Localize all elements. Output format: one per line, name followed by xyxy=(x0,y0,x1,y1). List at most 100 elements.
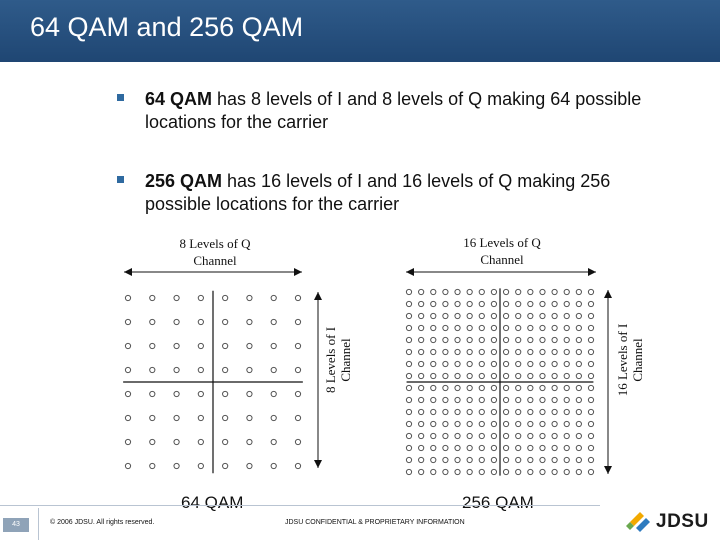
qam256-constellation-point xyxy=(527,408,534,416)
qam256-constellation-point xyxy=(430,300,437,308)
qam256-constellation-point xyxy=(478,468,485,476)
qam256-constellation-point xyxy=(490,420,498,428)
qam256-constellation-point xyxy=(527,384,534,392)
qam64-caption: 64 QAM xyxy=(181,493,244,512)
qam256-constellation-point xyxy=(466,420,473,428)
qam256-constellation-point xyxy=(502,384,510,392)
qam256-constellation-point xyxy=(490,384,498,392)
qam256-constellation-point xyxy=(454,312,461,320)
qam64-constellation-point xyxy=(124,390,132,398)
qam256-constellation-point xyxy=(490,336,498,344)
qam256-q-label: 16 Levels of Q Channel xyxy=(432,234,572,268)
qam256-constellation-point xyxy=(515,348,522,356)
qam256-constellation-point xyxy=(405,384,413,392)
qam256-constellation-point xyxy=(587,384,595,392)
qam64-constellation-point xyxy=(246,438,253,446)
qam256-constellation-point xyxy=(478,312,485,320)
qam256-constellation-point xyxy=(490,324,498,332)
qam256-constellation-point xyxy=(502,408,510,416)
qam256-constellation-point xyxy=(551,348,558,356)
qam64-constellation-point xyxy=(222,318,229,326)
qam256-constellation-point xyxy=(539,360,546,368)
qam256-constellation-point xyxy=(418,300,425,308)
qam256-constellation-point xyxy=(442,300,449,308)
qam64-constellation-point xyxy=(149,366,156,374)
qam256-constellation-point xyxy=(442,324,449,332)
qam64-constellation-point xyxy=(222,294,229,302)
qam64-constellation-point xyxy=(222,342,229,350)
qam256-constellation-point xyxy=(551,456,558,464)
qam256-constellation-point xyxy=(418,348,425,356)
qam256-constellation-point xyxy=(405,372,413,380)
qam256-constellation-point xyxy=(430,408,437,416)
qam256-constellation-point xyxy=(575,384,582,392)
qam256-constellation-point xyxy=(466,372,473,380)
qam64-constellation-point xyxy=(197,294,204,302)
qam64-constellation-point xyxy=(173,438,180,446)
qam64-constellation-point xyxy=(270,414,277,422)
qam256-constellation-point xyxy=(515,384,522,392)
qam64-constellation-point xyxy=(270,318,277,326)
qam256-constellation-point xyxy=(430,312,437,320)
qam256-constellation-point xyxy=(502,396,510,404)
qam256-constellation-point xyxy=(466,300,473,308)
qam256-constellation-point xyxy=(575,444,582,452)
qam256-constellation-point xyxy=(405,468,413,476)
qam64-constellation-point xyxy=(270,366,277,374)
qam256-constellation-point xyxy=(587,408,595,416)
qam64-constellation-point xyxy=(294,342,302,350)
qam256-constellation-point xyxy=(551,444,558,452)
qam64-constellation-point xyxy=(246,390,253,398)
qam256-constellation-point xyxy=(527,372,534,380)
qam256-constellation-point xyxy=(563,312,570,320)
qam256-constellation-point xyxy=(563,468,570,476)
qam256-constellation-point xyxy=(418,468,425,476)
qam256-constellation-point xyxy=(563,336,570,344)
qam256-constellation-point xyxy=(466,384,473,392)
slide-title: 64 QAM and 256 QAM xyxy=(30,12,304,42)
qam64-constellation-point xyxy=(173,414,180,422)
qam256-constellation-point xyxy=(430,468,437,476)
qam256-constellation-point xyxy=(563,324,570,332)
qam256-constellation-point xyxy=(515,420,522,428)
qam64-constellation-point xyxy=(222,366,229,374)
qam64-constellation-point xyxy=(149,318,156,326)
qam256-constellation-point xyxy=(442,456,449,464)
qam64-constellation-point xyxy=(246,414,253,422)
qam256-constellation-point xyxy=(454,384,461,392)
qam256-constellation-point xyxy=(405,300,413,308)
qam64-constellation-point xyxy=(294,366,302,374)
qam64-constellation-point xyxy=(270,438,277,446)
qam64-constellation-point xyxy=(270,462,277,470)
qam256-constellation-point xyxy=(466,444,473,452)
qam256-constellation-point xyxy=(527,360,534,368)
qam256-constellation-point xyxy=(418,372,425,380)
qam256-constellation-point xyxy=(490,348,498,356)
qam256-constellation-point xyxy=(490,312,498,320)
page-number: 43 xyxy=(3,518,29,532)
qam64-q-arrow-head-left xyxy=(124,268,132,276)
confidential-text: JDSU CONFIDENTIAL & PROPRIETARY INFORMAT… xyxy=(285,519,465,526)
qam256-constellation-point xyxy=(490,456,498,464)
qam256-constellation-point xyxy=(515,456,522,464)
qam64-constellation-point xyxy=(270,342,277,350)
qam256-constellation-point xyxy=(563,360,570,368)
qam256-constellation-point xyxy=(527,456,534,464)
qam256-constellation-point xyxy=(454,360,461,368)
qam256-constellation-point xyxy=(539,408,546,416)
qam256-constellation-point xyxy=(527,420,534,428)
qam256-constellation-point xyxy=(563,456,570,464)
qam256-constellation-point xyxy=(418,288,425,296)
qam256-constellation-point xyxy=(418,324,425,332)
qam256-constellation-point xyxy=(405,336,413,344)
qam256-constellation-point xyxy=(551,432,558,440)
qam256-constellation-point xyxy=(478,348,485,356)
qam64-constellation-point xyxy=(294,318,302,326)
qam256-constellation-point xyxy=(466,396,473,404)
qam256-constellation-point xyxy=(490,468,498,476)
qam256-constellation-point xyxy=(551,324,558,332)
qam64-constellation-point xyxy=(197,390,204,398)
qam256-constellation-point xyxy=(515,372,522,380)
qam64-constellation-point xyxy=(246,342,253,350)
qam64-i-label: 8 Levels of I Channel xyxy=(323,295,353,425)
